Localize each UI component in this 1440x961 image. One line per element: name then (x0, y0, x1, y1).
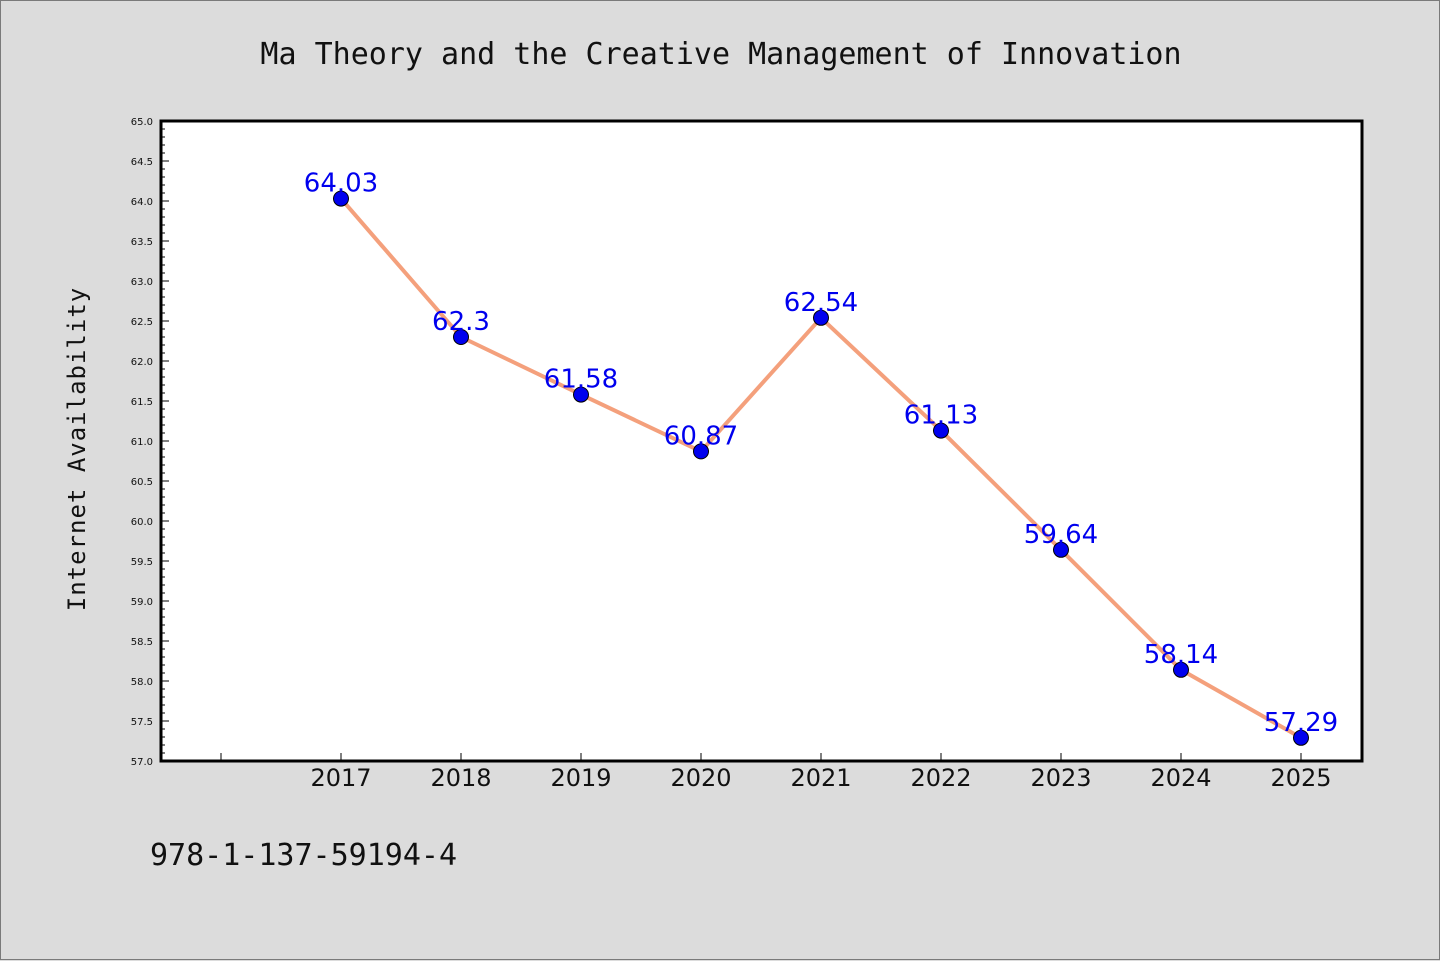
data-label: 62.3 (432, 307, 490, 337)
y-axis-label: Internet Availability (63, 287, 91, 611)
y-tick-label: 57.5 (131, 717, 153, 728)
data-label: 64.03 (304, 169, 378, 199)
y-tick-label: 57.0 (131, 757, 153, 768)
data-point (1053, 541, 1069, 558)
data-point (573, 386, 589, 403)
plot-area (159, 119, 1364, 763)
x-tick-label: 2022 (910, 764, 971, 792)
y-tick-label: 59.0 (131, 597, 153, 608)
y-tick-label: 65.0 (131, 117, 153, 128)
x-tick-label: 2023 (1030, 764, 1091, 792)
data-point (453, 329, 469, 345)
data-label: 59.64 (1024, 520, 1098, 550)
data-label: 60.87 (664, 421, 738, 451)
y-tick-label: 59.5 (131, 557, 153, 568)
y-tick-label: 58.0 (131, 677, 153, 688)
chart-title: Ma Theory and the Creative Management of… (260, 37, 1181, 72)
data-point (333, 190, 349, 207)
data-labels: 64.03 62.3 61.58 60.87 62.54 61.13 59.64 58.14 5… (304, 169, 1338, 738)
x-axis-ticks: 2017 2018 2019 2020 2021 2022 2023 2024 2025 (220, 753, 1332, 792)
y-axis-ticks: 57.0 57.5 58.0 58.5 59.0 59.5 60.0 60.5 61.0 61.5… (131, 117, 169, 768)
data-point (1293, 729, 1309, 746)
x-tick-label: 2021 (790, 764, 851, 792)
x-tick-label: 2020 (670, 764, 731, 792)
y-tick-label: 64.5 (131, 157, 153, 168)
data-label: 62.54 (784, 288, 858, 318)
y-tick-label: 64.0 (131, 197, 153, 208)
y-tick-label: 60.5 (131, 477, 153, 488)
y-tick-label: 62.0 (131, 357, 153, 368)
y-tick-label: 62.5 (131, 317, 153, 328)
x-tick-label: 2017 (310, 764, 371, 792)
data-label: 57.29 (1264, 708, 1338, 738)
x-tick-label: 2018 (430, 764, 491, 792)
y-tick-label: 60.0 (131, 517, 153, 528)
x-tick-label: 2019 (550, 764, 611, 792)
isbn-footer: 978-1-137-59194-4 (150, 838, 457, 873)
y-tick-label: 63.0 (131, 277, 153, 288)
y-tick-label: 61.5 (131, 397, 153, 408)
data-point (933, 422, 949, 439)
x-tick-label: 2024 (1150, 764, 1211, 792)
data-label: 61.13 (904, 401, 978, 431)
y-tick-label: 61.0 (131, 437, 153, 448)
data-label: 61.58 (544, 365, 618, 395)
y-tick-label: 58.5 (131, 637, 153, 648)
x-tick-label: 2025 (1270, 764, 1331, 792)
y-tick-label: 63.5 (131, 237, 153, 248)
data-point (813, 309, 829, 326)
data-series (333, 190, 1309, 746)
data-label: 58.14 (1144, 640, 1218, 670)
data-point (1173, 661, 1189, 678)
data-point (693, 443, 709, 460)
